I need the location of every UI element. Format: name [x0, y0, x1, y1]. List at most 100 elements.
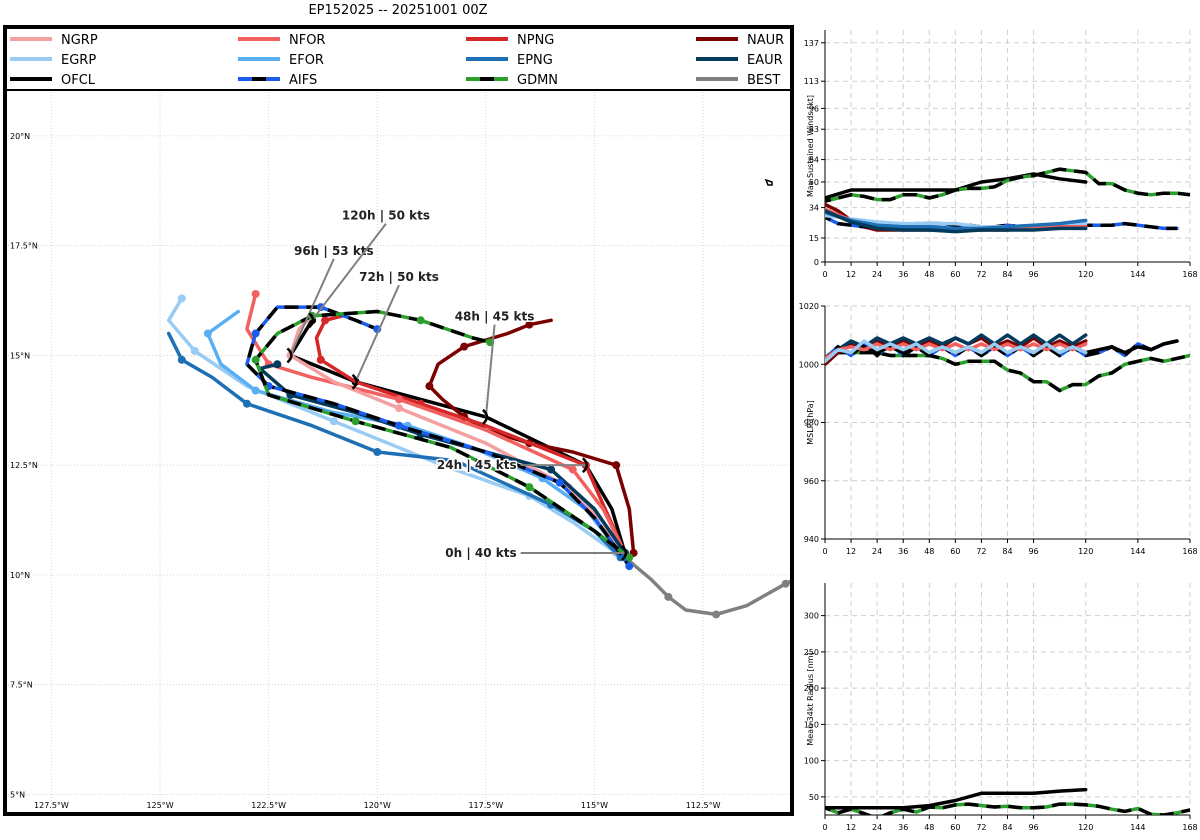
y-tick-label: 64 — [809, 156, 819, 165]
series-gdmn — [825, 167, 1190, 203]
data-point — [425, 382, 434, 391]
data-point — [351, 417, 360, 426]
x-tick-label: 115°W — [581, 801, 608, 810]
storm-symbol-icon — [351, 373, 358, 390]
legend-item-npng: NPNG — [466, 33, 554, 48]
data-point — [251, 386, 260, 395]
y-axis-label: Mean 34kt Radius [nm] — [806, 652, 815, 745]
annotation-leader — [311, 223, 387, 321]
y-tick-label: 15°N — [10, 351, 30, 360]
map-series — [166, 289, 790, 619]
data-point — [321, 316, 330, 325]
x-tick-label: 0 — [822, 547, 827, 556]
data-point — [525, 483, 534, 492]
legend-item-aifs: AIFS — [238, 73, 317, 88]
annotation-label: 120h | 50 kts — [342, 209, 430, 223]
legend-label: AIFS — [289, 73, 317, 88]
y-tick-label: 300 — [804, 612, 819, 621]
annotation-leader — [354, 284, 400, 383]
data-point — [251, 355, 260, 364]
legend-item-gdmn: GDMN — [466, 73, 558, 88]
y-tick-label: 0 — [814, 258, 819, 267]
x-tick-label: 24 — [872, 270, 882, 279]
x-tick-label: 36 — [898, 270, 908, 279]
x-tick-label: 144 — [1130, 823, 1145, 832]
data-point — [625, 562, 634, 571]
legend-item-efor: EFOR — [238, 53, 324, 68]
data-point — [547, 465, 556, 474]
x-tick-label: 12 — [846, 823, 856, 832]
data-point — [525, 320, 534, 329]
x-tick-label: 168 — [1182, 823, 1197, 832]
legend: NGRP NFOR NPNG NAUR EGRP EFOR EPNG EAUR OFCL AIFS… — [5, 27, 793, 91]
y-tick-label: 100 — [804, 757, 819, 766]
x-tick-label: 84 — [1002, 270, 1012, 279]
data-point — [625, 553, 634, 562]
x-tick-label: 12 — [846, 270, 856, 279]
series-eaur — [825, 209, 1088, 234]
legend-item-nfor: NFOR — [238, 33, 325, 48]
x-tick-label: 72 — [976, 823, 986, 832]
data-point — [712, 610, 721, 619]
track-map: 127.5°W 125°W 122.5°W 120°W 117.5°W 115°W 112.… — [8, 92, 790, 812]
storm-symbol-icon — [482, 408, 489, 425]
annotation-label: 48h | 45 kts — [455, 310, 535, 324]
panel-series — [825, 333, 1190, 393]
data-point — [251, 329, 260, 338]
legend-item-best: BEST — [696, 73, 780, 88]
chart-title: EP152025 -- 20251001 00Z — [308, 3, 488, 18]
storm-symbol-icon — [308, 312, 315, 329]
series-line-npng — [314, 314, 627, 555]
legend-label: EAUR — [747, 53, 783, 68]
legend-label: EGRP — [61, 53, 96, 68]
island-icon — [764, 178, 773, 186]
legend-label: BEST — [747, 73, 780, 88]
series-epng — [825, 210, 1088, 231]
y-tick-label: 34 — [809, 204, 819, 213]
data-point — [555, 478, 564, 487]
series-gdmn — [825, 802, 1190, 815]
legend-item-naur: NAUR — [696, 33, 784, 48]
series-dash-gdmn — [825, 350, 1190, 393]
data-point — [329, 417, 338, 426]
x-tick-label: 144 — [1130, 547, 1145, 556]
annotation-label: 0h | 40 kts — [445, 546, 516, 560]
series-egrp — [825, 339, 1088, 364]
x-tick-label: 84 — [1002, 823, 1012, 832]
data-point — [395, 395, 403, 404]
panel-series — [825, 787, 1190, 815]
data-point — [177, 294, 186, 303]
x-tick-label: 120 — [1078, 547, 1093, 556]
data-point — [273, 360, 282, 369]
legend-label: EFOR — [289, 53, 324, 68]
panel-series — [825, 167, 1190, 234]
series-line-eaur — [825, 209, 1088, 234]
y-tick-label: 12.5°N — [10, 461, 38, 470]
legend-box — [5, 27, 793, 91]
data-point — [316, 355, 325, 364]
data-point — [373, 448, 382, 456]
series-gdmn — [825, 350, 1190, 393]
y-tick-label: 50 — [809, 793, 819, 802]
map-frame — [3, 25, 794, 816]
y-tick-label: 960 — [804, 477, 819, 486]
x-tick-label: 48 — [924, 270, 934, 279]
x-tick-label: 120 — [1078, 270, 1093, 279]
data-point — [177, 355, 186, 364]
x-tick-label: 96 — [1028, 270, 1038, 279]
panel-mslp-hpa: 0 12 24 36 48 60 72 84 96 120 144 168 940 960 980 1000 1… — [799, 302, 1198, 556]
x-tick-label: 168 — [1182, 547, 1197, 556]
x-tick-label: 96 — [1028, 823, 1038, 832]
series-dash-gdmn — [825, 167, 1190, 203]
series-aifs — [244, 303, 634, 571]
panel-mean-34kt-radius-nm: 0 12 24 36 48 60 72 84 96 120 144 168 50 100 150 200 250… — [804, 583, 1198, 832]
data-point — [242, 399, 251, 408]
y-tick-label: 83 — [809, 125, 819, 134]
y-tick-label: 1000 — [799, 360, 819, 369]
y-tick-label: 10°N — [10, 571, 30, 580]
x-tick-label: 0 — [822, 823, 827, 832]
x-tick-label: 120 — [1078, 823, 1093, 832]
y-tick-label: 980 — [804, 419, 819, 428]
series-line-epng — [825, 210, 1088, 231]
legend-label: OFCL — [61, 73, 96, 88]
